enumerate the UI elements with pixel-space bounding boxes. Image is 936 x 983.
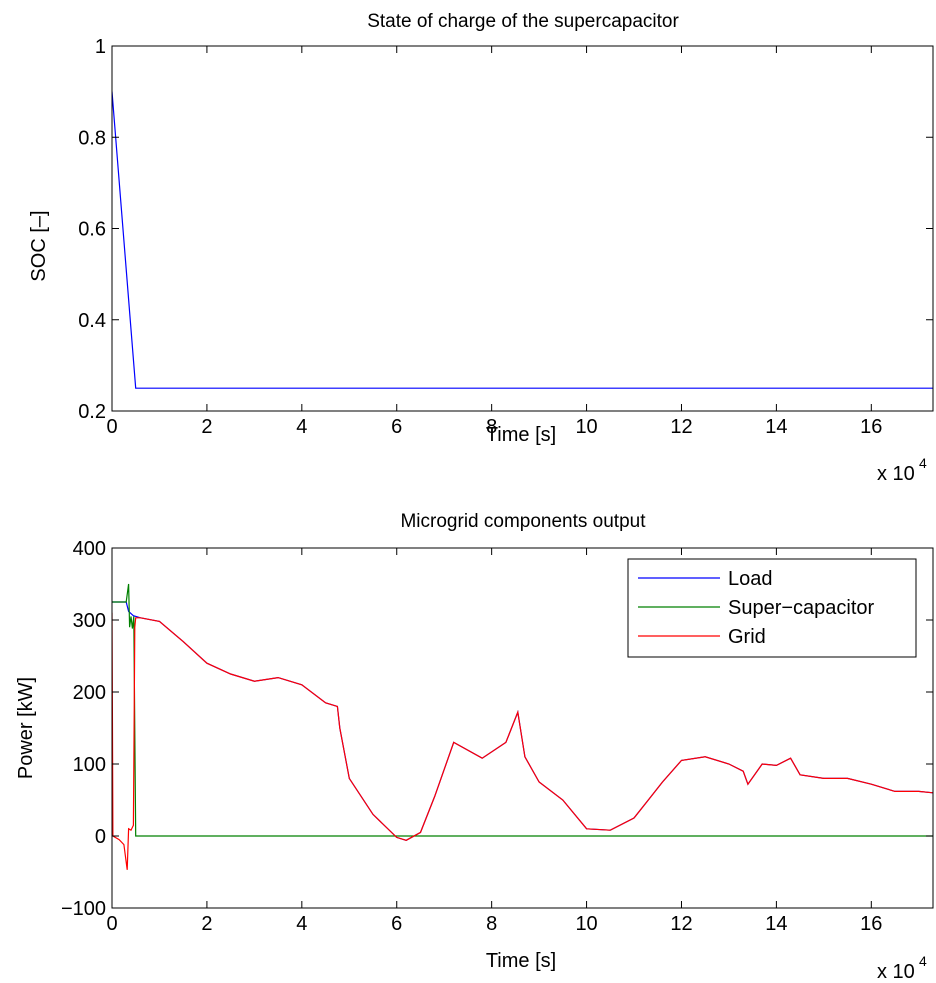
power-x-tick-label: 12 <box>670 913 692 935</box>
power-x-tick-label: 8 <box>486 913 497 935</box>
power-x-tick-label: 6 <box>391 913 402 935</box>
legend-entry-label: Super−capacitor <box>728 597 875 619</box>
soc-x-tick-label: 0 <box>106 416 117 438</box>
soc-x-tick-label: 12 <box>670 416 692 438</box>
power-y-tick-label: −100 <box>61 898 106 920</box>
soc-chart-title: State of charge of the supercapacitor <box>367 11 679 32</box>
power-series-line-grid <box>112 612 933 870</box>
power-x-tick-label: 4 <box>296 913 307 935</box>
soc-plot-frame <box>111 45 934 412</box>
legend: Load Super−capacitor Grid <box>627 558 917 658</box>
soc-x-tick-label: 8 <box>486 416 497 438</box>
legend-box <box>627 558 917 658</box>
legend-entry-label: Load <box>728 568 773 590</box>
soc-y-tick-label: 0.4 <box>78 310 106 332</box>
soc-series-line-0 <box>112 91 933 389</box>
soc-chart: State of charge of the supercapacitor SO… <box>28 11 934 485</box>
power-y-tick-label: 100 <box>73 754 106 776</box>
legend-entry-label: Grid <box>728 626 766 648</box>
power-x-tick-label: 16 <box>860 913 882 935</box>
power-y-tick-label: 200 <box>73 682 106 704</box>
svg-text:x 10: x 10 <box>877 463 915 485</box>
power-y-axis-label: Power [kW] <box>15 677 37 779</box>
power-series-line-super-capacitor <box>112 583 933 837</box>
soc-y-tick-label: 1 <box>95 36 106 58</box>
soc-y-tick-label: 0.8 <box>78 127 106 149</box>
soc-x-tick-label: 4 <box>296 416 307 438</box>
power-x-tick-label: 14 <box>765 913 787 935</box>
soc-x-tick-label: 10 <box>575 416 597 438</box>
soc-x-tick-label: 16 <box>860 416 882 438</box>
svg-text:4: 4 <box>919 953 927 969</box>
power-plot-frame <box>111 547 934 909</box>
soc-x-multiplier: x 10 4 <box>877 455 927 485</box>
power-y-tick-label: 300 <box>73 610 106 632</box>
svg-text:x 10: x 10 <box>877 961 915 983</box>
svg-text:4: 4 <box>919 455 927 471</box>
power-x-multiplier: x 10 4 <box>877 953 927 983</box>
power-y-tick-label: 400 <box>73 538 106 560</box>
power-x-axis-label: Time [s] <box>486 950 556 972</box>
power-x-tick-label: 2 <box>201 913 212 935</box>
power-x-tick-label: 0 <box>106 913 117 935</box>
soc-y-axis-label: SOC [–] <box>28 210 50 281</box>
power-y-tick-label: 0 <box>95 826 106 848</box>
soc-y-tick-label: 0.2 <box>78 401 106 423</box>
soc-x-tick-label: 14 <box>765 416 787 438</box>
soc-x-axis-label: Time [s] <box>486 424 556 446</box>
soc-x-tick-label: 2 <box>201 416 212 438</box>
microgrid-chart-title: Microgrid components output <box>400 511 646 532</box>
microgrid-chart: Microgrid components output Power [kW] T… <box>15 511 934 983</box>
soc-x-tick-label: 6 <box>391 416 402 438</box>
power-x-tick-label: 10 <box>575 913 597 935</box>
soc-y-tick-label: 0.6 <box>78 219 106 241</box>
